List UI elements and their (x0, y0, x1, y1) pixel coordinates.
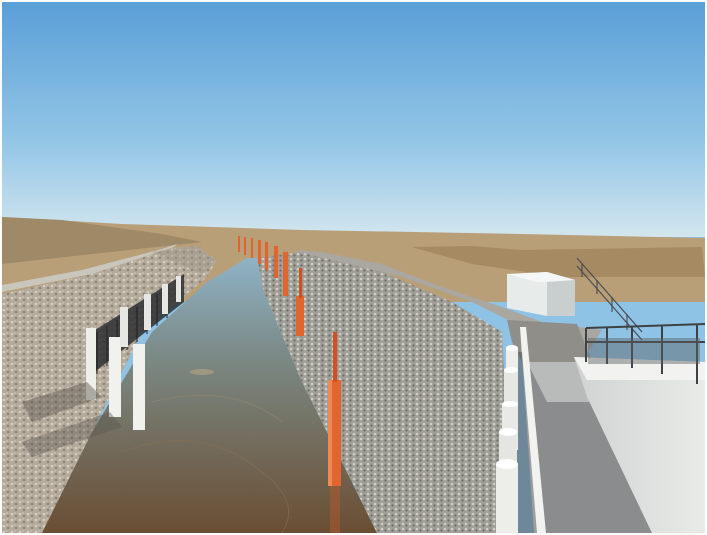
sky (2, 2, 705, 237)
utility-shed (507, 272, 575, 316)
left-bollards (86, 276, 181, 430)
left-path (2, 244, 177, 292)
right-gravel-bank (257, 252, 507, 533)
walkway-shadow (522, 362, 652, 533)
right-berm (412, 246, 705, 277)
bridge-wall (574, 357, 705, 533)
marker-posts (238, 236, 341, 486)
bridge-railing (585, 323, 705, 384)
right-bollards (496, 345, 518, 533)
walkway-edge-rail (520, 327, 546, 533)
left-berm (2, 217, 202, 264)
